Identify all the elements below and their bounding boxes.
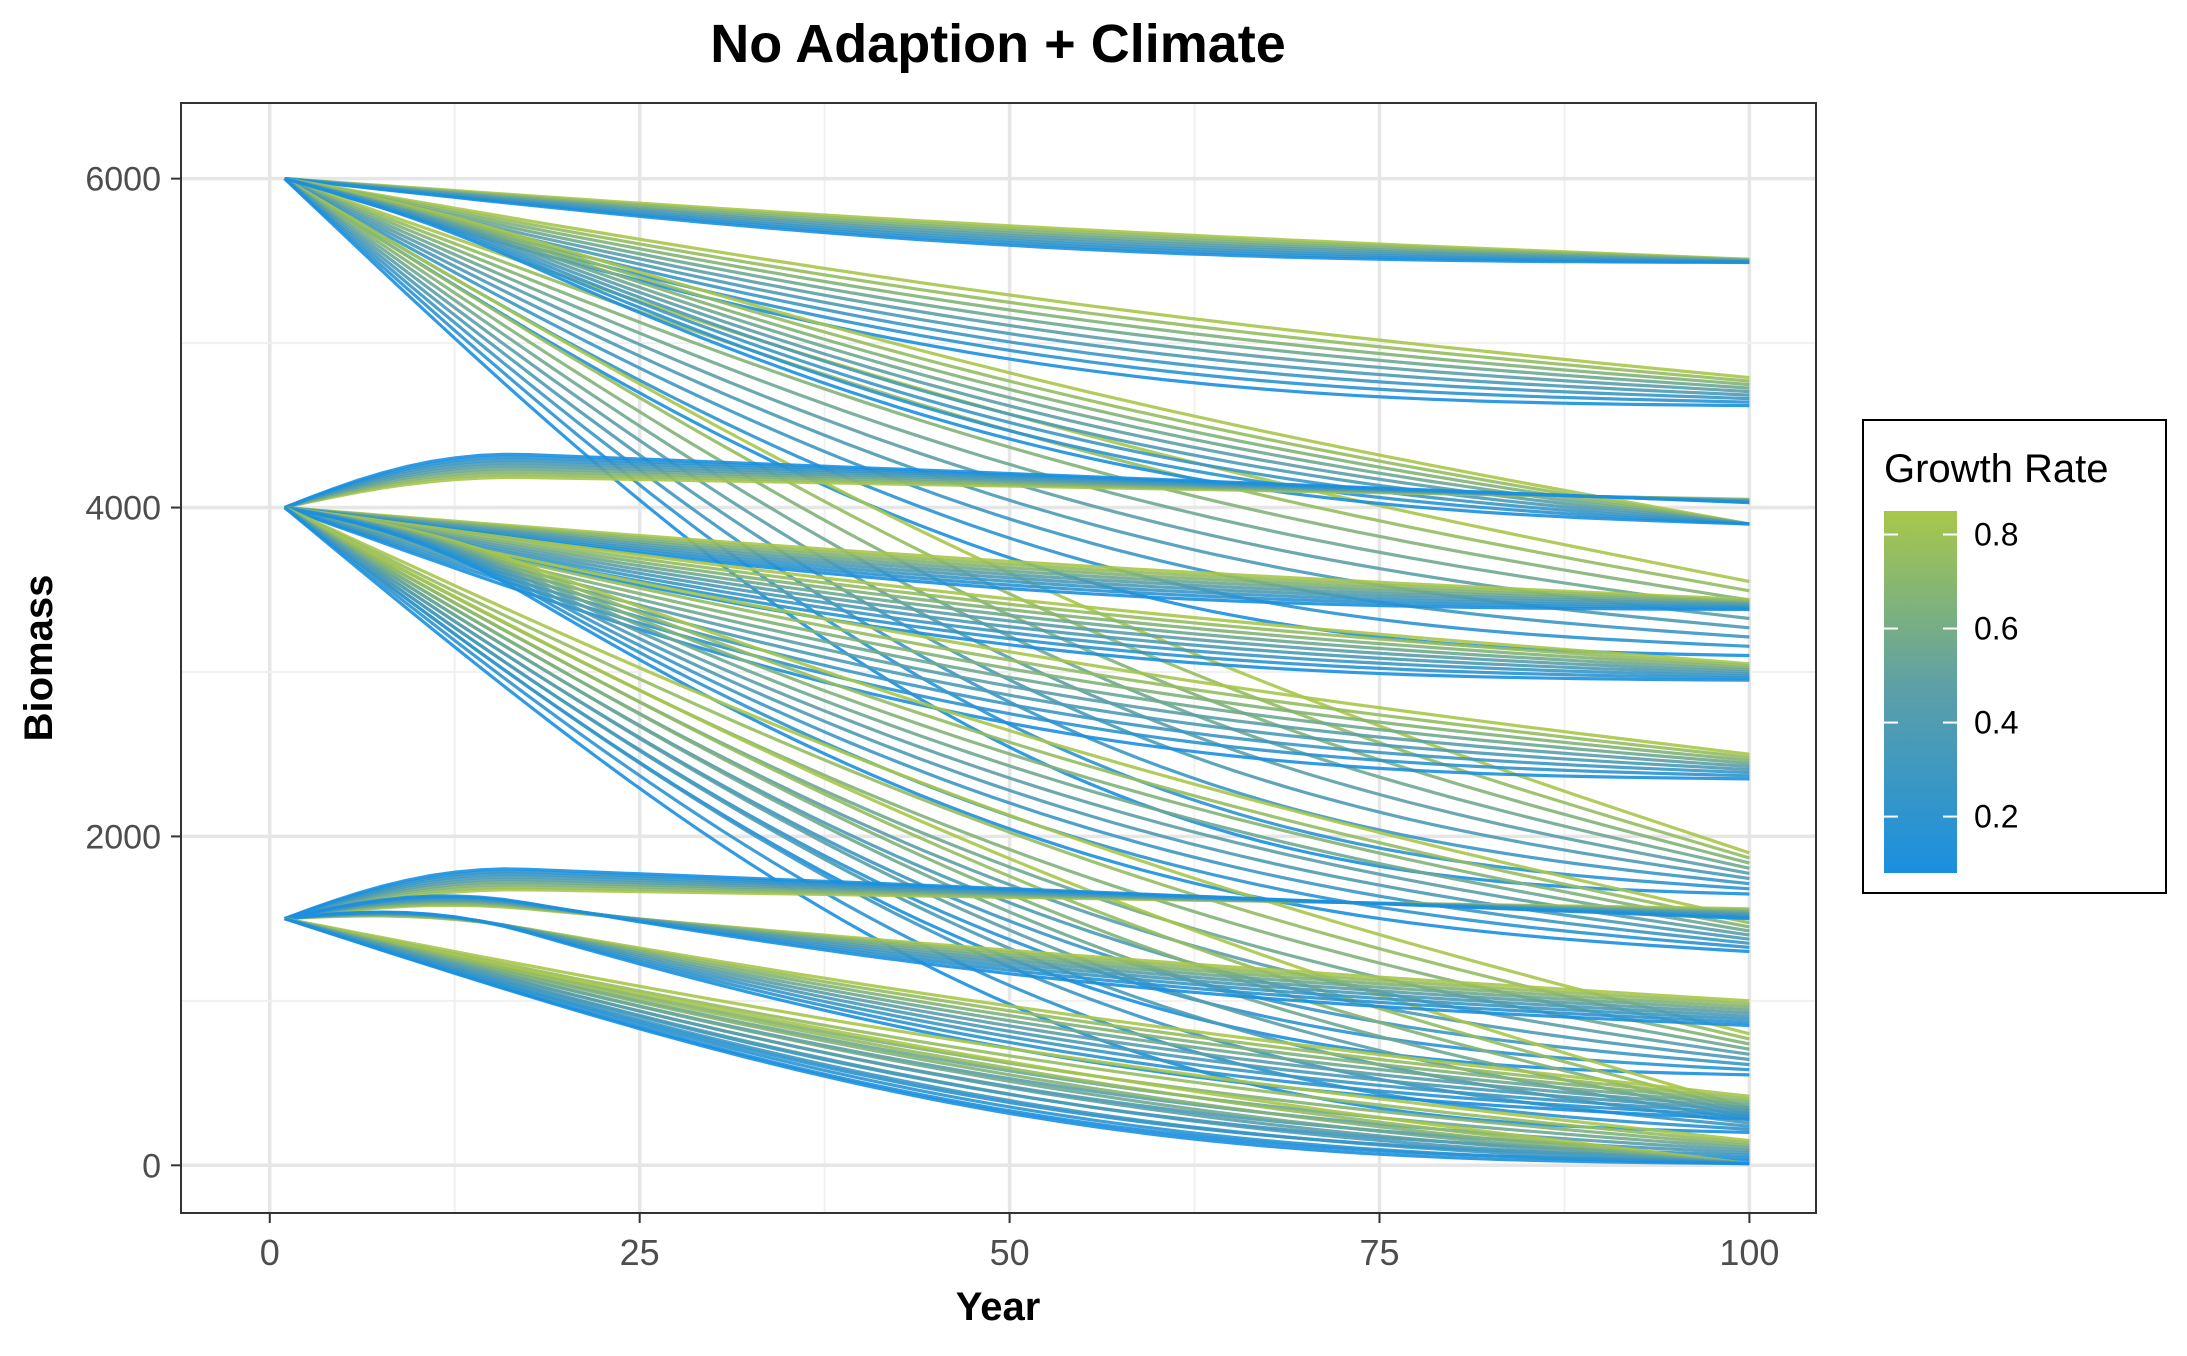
series-line-12-8 bbox=[284, 867, 1750, 921]
series-line-2-6 bbox=[283, 177, 1750, 639]
series-line-4-6 bbox=[284, 177, 1750, 526]
series-line-3-7 bbox=[283, 177, 1750, 891]
series-line-0-8 bbox=[284, 177, 1750, 265]
series-line-11-3 bbox=[283, 506, 1750, 1119]
series-line-7-6 bbox=[284, 505, 1750, 678]
legend: Growth Rate 0.2 0.4 0.6 0.8 bbox=[1862, 419, 2167, 894]
y-tick-label: 6000 bbox=[85, 161, 161, 199]
legend-tick-label: 0.6 bbox=[1974, 611, 2018, 647]
series-line-9-2 bbox=[284, 505, 1750, 929]
series-line-7-0 bbox=[284, 505, 1750, 666]
series-line-4-1 bbox=[284, 177, 1750, 526]
series-line-7-4 bbox=[284, 505, 1750, 674]
series-line-10-1 bbox=[283, 506, 1750, 1041]
series-line-10-0 bbox=[283, 506, 1750, 1036]
series-line-9-4 bbox=[284, 505, 1750, 937]
legend-tick-label: 0.4 bbox=[1974, 705, 2018, 741]
series-line-11-7 bbox=[283, 506, 1750, 1131]
legend-title: Growth Rate bbox=[1884, 447, 2109, 491]
legend-colorbar bbox=[1884, 511, 1957, 873]
series-line-2-3 bbox=[283, 177, 1750, 611]
series-line-16-8 bbox=[284, 917, 1750, 1166]
series-line-3-1 bbox=[283, 177, 1750, 860]
series-line-16-4 bbox=[284, 917, 1750, 1166]
series-line-16-1 bbox=[284, 917, 1750, 1166]
y-tick-label: 0 bbox=[142, 1147, 161, 1185]
series-line-8-0 bbox=[284, 505, 1750, 756]
series-line-3-2 bbox=[283, 177, 1750, 865]
legend-tick-label: 0.8 bbox=[1974, 517, 2018, 553]
series-line-1-1 bbox=[284, 177, 1750, 383]
y-tick-label: 4000 bbox=[85, 490, 161, 528]
chart-title: No Adaption + Climate bbox=[710, 14, 1286, 74]
series-line-7-5 bbox=[284, 505, 1750, 676]
series-line-7-1 bbox=[284, 505, 1750, 668]
series-line-8-1 bbox=[284, 505, 1750, 759]
series-line-1-2 bbox=[284, 177, 1750, 387]
series-line-1-3 bbox=[284, 177, 1750, 390]
series-line-9-1 bbox=[284, 505, 1750, 925]
x-tick-label: 0 bbox=[260, 1232, 280, 1273]
series-line-4-8 bbox=[284, 177, 1750, 526]
series-line-9-6 bbox=[284, 505, 1750, 945]
series-line-15-0 bbox=[284, 917, 1750, 1143]
series-line-16-0 bbox=[284, 917, 1750, 1166]
y-ticks: 0 2000 4000 6000 bbox=[85, 161, 181, 1185]
x-tick-label: 50 bbox=[990, 1232, 1030, 1273]
series-line-1-0 bbox=[284, 177, 1750, 380]
series-line-16-3 bbox=[284, 917, 1750, 1166]
series-line-5-8 bbox=[284, 452, 1750, 509]
series-line-3-5 bbox=[283, 177, 1750, 881]
legend-tick-label: 0.2 bbox=[1974, 799, 2018, 835]
series-line-16-7 bbox=[284, 917, 1750, 1166]
series-line-2-2 bbox=[283, 177, 1750, 602]
series-line-4-7 bbox=[284, 177, 1750, 526]
x-ticks: 0 25 50 75 100 bbox=[260, 1213, 1779, 1273]
series-line-16-6 bbox=[284, 917, 1750, 1166]
series-layer bbox=[283, 177, 1750, 1166]
x-tick-label: 75 bbox=[1359, 1232, 1399, 1273]
series-line-6-6 bbox=[284, 505, 1750, 609]
x-tick-label: 25 bbox=[620, 1232, 660, 1273]
series-line-1-4 bbox=[284, 177, 1750, 394]
series-line-11-0 bbox=[283, 506, 1750, 1110]
plot-border bbox=[180, 102, 1817, 1214]
series-line-6-7 bbox=[284, 505, 1750, 610]
y-axis-label: Biomass bbox=[17, 575, 61, 742]
series-line-4-5 bbox=[284, 177, 1750, 526]
x-axis-label: Year bbox=[956, 1285, 1041, 1329]
series-line-9-0 bbox=[284, 505, 1750, 921]
series-line-4-2 bbox=[284, 177, 1750, 526]
series-line-9-3 bbox=[284, 505, 1750, 933]
x-tick-label: 100 bbox=[1719, 1232, 1779, 1273]
series-line-16-5 bbox=[284, 917, 1750, 1166]
series-line-7-2 bbox=[284, 505, 1750, 670]
series-line-7-3 bbox=[284, 505, 1750, 672]
legend-ticks: 0.2 0.4 0.6 0.8 bbox=[1884, 517, 2018, 835]
series-line-4-0 bbox=[284, 177, 1750, 526]
series-line-11-1 bbox=[283, 506, 1750, 1113]
series-line-13-8 bbox=[284, 894, 1750, 1028]
y-tick-label: 2000 bbox=[85, 818, 161, 856]
series-line-16-2 bbox=[284, 917, 1750, 1166]
series-line-3-8 bbox=[283, 177, 1750, 896]
series-line-9-8 bbox=[284, 505, 1750, 954]
